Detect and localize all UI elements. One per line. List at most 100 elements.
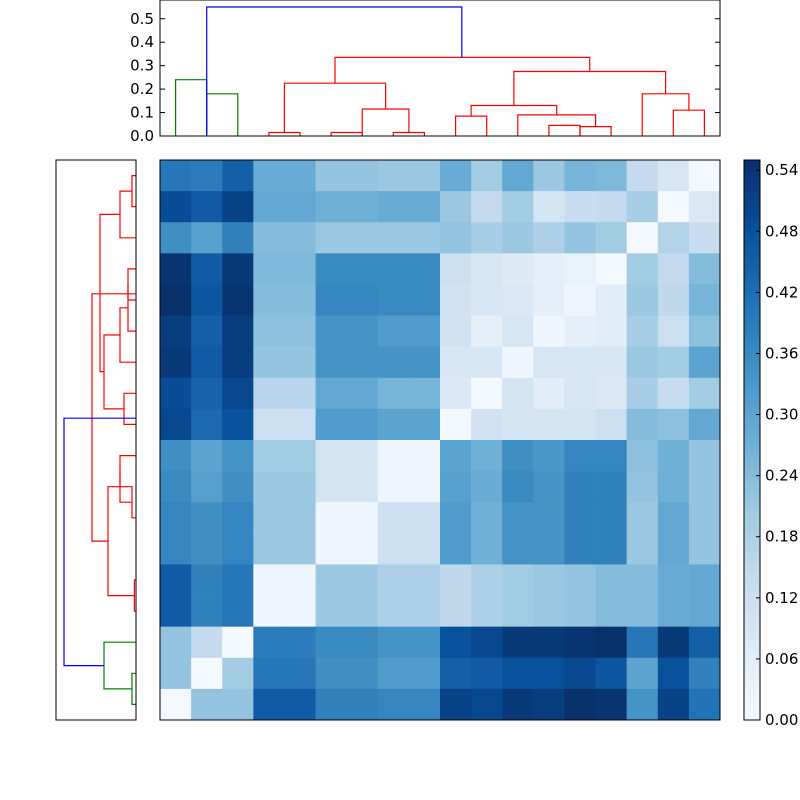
heatmap-cell bbox=[657, 502, 690, 534]
dendrogram-link bbox=[119, 471, 132, 503]
heatmap-cell bbox=[315, 657, 348, 690]
heatmap-cell bbox=[471, 626, 503, 659]
heatmap-cell bbox=[377, 502, 410, 534]
heatmap-cell bbox=[471, 564, 503, 596]
heatmap-cell bbox=[440, 502, 472, 534]
heatmap-cell bbox=[346, 377, 379, 410]
heatmap-cell bbox=[346, 408, 379, 441]
heatmap-cell bbox=[284, 595, 316, 628]
heatmap-cell bbox=[626, 564, 659, 596]
heatmap-cell bbox=[346, 160, 379, 192]
heatmap-cell bbox=[688, 160, 721, 192]
heatmap-cell bbox=[160, 284, 192, 316]
heatmap-cell bbox=[564, 657, 596, 690]
heatmap-cell bbox=[346, 688, 379, 721]
heatmap-cell bbox=[595, 626, 628, 659]
heatmap-cell bbox=[222, 595, 254, 628]
heatmap-cell bbox=[408, 657, 441, 690]
heatmap-cell bbox=[222, 284, 254, 316]
heatmap-cell bbox=[595, 191, 628, 223]
heatmap-cell bbox=[284, 253, 316, 285]
heatmap-matrix bbox=[159, 159, 721, 721]
heatmap-cell bbox=[191, 471, 223, 503]
heatmap-cell bbox=[160, 191, 192, 223]
heatmap-cell bbox=[377, 284, 410, 316]
heatmap-cell bbox=[471, 253, 503, 285]
heatmap-cell bbox=[595, 222, 628, 254]
dendrogram-link bbox=[334, 56, 591, 84]
heatmap-cell bbox=[440, 688, 472, 721]
dendrogram-link bbox=[103, 641, 136, 690]
heatmap-cell bbox=[222, 471, 254, 503]
heatmap-cell bbox=[471, 502, 503, 534]
heatmap-cell bbox=[222, 657, 254, 690]
heatmap-cell bbox=[222, 440, 254, 472]
heatmap-cell bbox=[502, 626, 534, 659]
heatmap-cell bbox=[502, 533, 534, 565]
heatmap-cell bbox=[688, 222, 721, 254]
heatmap-cell bbox=[222, 377, 254, 410]
heatmap-cell bbox=[533, 160, 565, 192]
heatmap-cell bbox=[657, 533, 690, 565]
heatmap-cell bbox=[471, 377, 503, 410]
heatmap-cell bbox=[408, 471, 441, 503]
heatmap-cell bbox=[533, 440, 565, 472]
heatmap-cell bbox=[284, 657, 316, 690]
heatmap-cell bbox=[222, 346, 254, 379]
heatmap-cell bbox=[440, 191, 472, 223]
heatmap-cell bbox=[315, 471, 348, 503]
heatmap-cell bbox=[471, 346, 503, 379]
heatmap-cell bbox=[564, 284, 596, 316]
heatmap-cell bbox=[284, 315, 316, 348]
heatmap-cell bbox=[440, 408, 472, 441]
heatmap-cell bbox=[377, 191, 410, 223]
heatmap-cell bbox=[595, 595, 628, 628]
heatmap-cell bbox=[688, 626, 721, 659]
heatmap-cell bbox=[160, 222, 192, 254]
heatmap-cell bbox=[688, 657, 721, 690]
heatmap-cell bbox=[533, 595, 565, 628]
heatmap-cell bbox=[253, 253, 285, 285]
heatmap-cell bbox=[315, 440, 348, 472]
y-tick-label: 0.3 bbox=[130, 57, 154, 75]
y-tick-label: 0.1 bbox=[130, 104, 154, 122]
heatmap-cell bbox=[408, 502, 441, 534]
heatmap-cell bbox=[595, 440, 628, 472]
heatmap-cell bbox=[626, 595, 659, 628]
heatmap-cell bbox=[657, 688, 690, 721]
dendrogram-link bbox=[91, 293, 136, 542]
heatmap-cell bbox=[253, 377, 285, 410]
heatmap-cell bbox=[408, 440, 441, 472]
heatmap-cell bbox=[315, 315, 348, 348]
heatmap-cell bbox=[564, 688, 596, 721]
heatmap-cell bbox=[284, 564, 316, 596]
top-dendrogram-frame bbox=[159, 0, 721, 137]
heatmap-cell bbox=[595, 408, 628, 441]
heatmap-cell bbox=[626, 626, 659, 659]
heatmap-cell bbox=[595, 533, 628, 565]
heatmap-cell bbox=[160, 502, 192, 534]
heatmap-cell bbox=[626, 222, 659, 254]
heatmap-cell bbox=[346, 533, 379, 565]
heatmap-cell bbox=[657, 284, 690, 316]
heatmap-cell bbox=[533, 471, 565, 503]
heatmap-cell bbox=[408, 315, 441, 348]
heatmap-cell bbox=[377, 408, 410, 441]
heatmap-cell bbox=[191, 377, 223, 410]
heatmap-cell bbox=[471, 160, 503, 192]
heatmap-cell bbox=[564, 595, 596, 628]
colorbar-tick-label: 0.24 bbox=[765, 467, 798, 485]
heatmap-cell bbox=[160, 160, 192, 192]
dendrogram-link bbox=[672, 109, 705, 136]
heatmap-cell bbox=[191, 222, 223, 254]
heatmap-cell bbox=[657, 471, 690, 503]
heatmap-cell bbox=[471, 191, 503, 223]
heatmap-cell bbox=[440, 315, 472, 348]
heatmap-cell bbox=[440, 160, 472, 192]
heatmap-cell bbox=[160, 471, 192, 503]
heatmap-cell bbox=[191, 346, 223, 379]
heatmap-cell bbox=[688, 408, 721, 441]
heatmap-cell bbox=[564, 626, 596, 659]
colorbar-tick-label: 0.54 bbox=[765, 161, 798, 179]
heatmap-cell bbox=[191, 191, 223, 223]
